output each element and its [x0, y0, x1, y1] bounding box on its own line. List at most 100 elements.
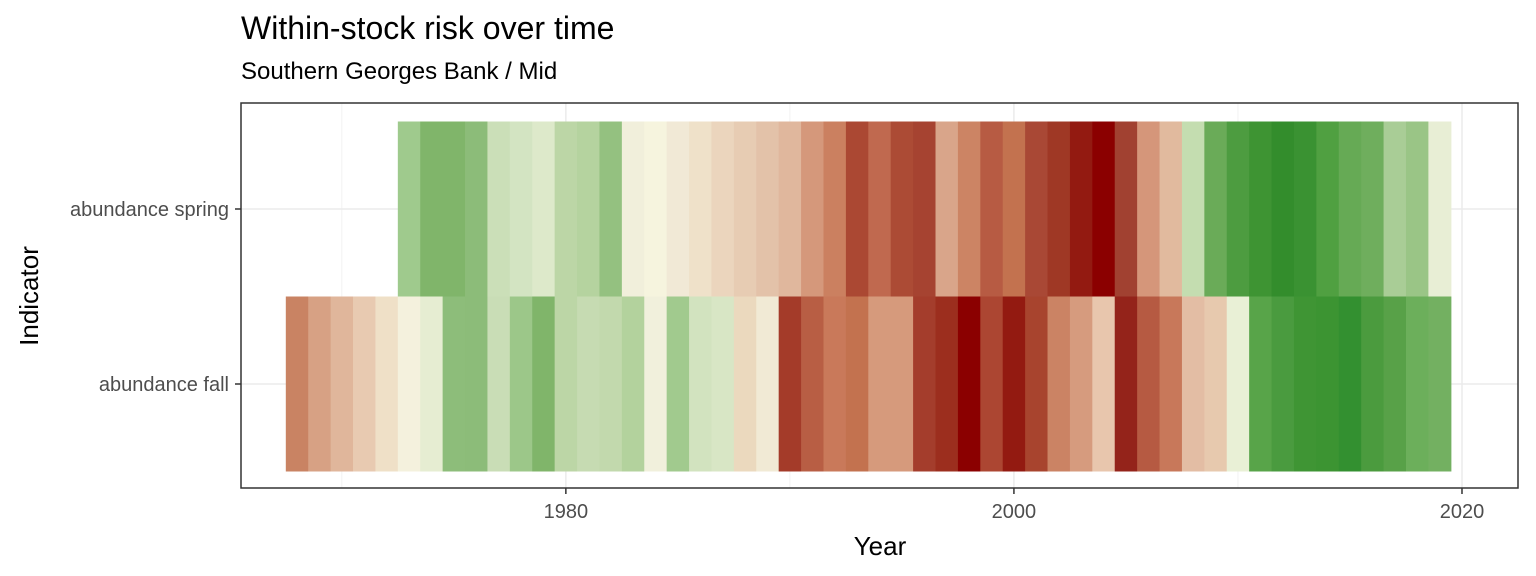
heatmap-cell: [733, 121, 757, 297]
heatmap-cell: [1405, 121, 1429, 297]
heatmap-cell: [980, 121, 1004, 297]
heatmap-cell: [1383, 121, 1407, 297]
y-tick-label: abundance spring: [70, 199, 229, 221]
heatmap-cell: [1271, 121, 1295, 297]
heatmap-cell: [845, 121, 869, 297]
y-axis-title: Indicator: [14, 246, 44, 346]
heatmap-cell: [935, 121, 959, 297]
heatmap-cell: [442, 121, 466, 297]
heatmap-cell: [689, 296, 713, 472]
heatmap-cell: [442, 296, 466, 472]
heatmap-cell: [801, 296, 825, 472]
chart-subtitle: Southern Georges Bank / Mid: [241, 58, 558, 85]
x-tick-label: 2000: [992, 501, 1037, 523]
heatmap-cell: [733, 296, 757, 472]
heatmap-cell: [644, 121, 668, 297]
heatmap-cell: [1181, 296, 1205, 472]
heatmap-cell: [1204, 296, 1228, 472]
heatmap-cell: [1249, 121, 1273, 297]
heatmap-cell: [532, 296, 556, 472]
heatmap-cell: [1137, 296, 1161, 472]
heatmap-cell: [1092, 121, 1116, 297]
heatmap-cell: [1383, 296, 1407, 472]
heatmap-cell: [1137, 121, 1161, 297]
heatmap-cell: [868, 296, 892, 472]
heatmap-cell: [420, 121, 444, 297]
heatmap-cell: [980, 296, 1004, 472]
heatmap-cell: [487, 121, 511, 297]
x-axis-title: Year: [854, 531, 907, 561]
heatmap-cell: [621, 121, 645, 297]
heatmap-cell: [1226, 296, 1250, 472]
heatmap-cell: [1405, 296, 1429, 472]
heatmap-cell: [554, 121, 578, 297]
heatmap-cell: [666, 296, 690, 472]
heatmap-cell: [397, 296, 421, 472]
heatmap-cell: [509, 121, 533, 297]
heatmap-cell: [621, 296, 645, 472]
heatmap-cell: [778, 121, 802, 297]
heatmap-cell: [599, 121, 623, 297]
heatmap-cell: [823, 296, 847, 472]
heatmap-cell: [890, 296, 914, 472]
heatmap-cell: [756, 296, 780, 472]
y-tick-label: abundance fall: [99, 374, 229, 396]
heatmap-cell: [1271, 296, 1295, 472]
x-tick-label: 2020: [1440, 501, 1485, 523]
heatmap-cell: [1428, 296, 1452, 472]
heatmap-cell: [1159, 121, 1183, 297]
heatmap-cell: [845, 296, 869, 472]
heatmap-cell: [599, 296, 623, 472]
heatmap-cell: [913, 121, 937, 297]
heatmap-cell: [1025, 121, 1049, 297]
heatmap-cell: [1092, 296, 1116, 472]
heatmap-cell: [957, 296, 981, 472]
heatmap-cell: [375, 296, 399, 472]
heatmap-cell: [756, 121, 780, 297]
heatmap-cell: [711, 296, 735, 472]
heatmap-cell: [1181, 121, 1205, 297]
heatmap-cell: [487, 296, 511, 472]
heatmap-cell: [1114, 121, 1138, 297]
heatmap-cell: [1428, 121, 1452, 297]
heatmap-cell: [1069, 121, 1093, 297]
heatmap-cell: [1249, 296, 1273, 472]
heatmap-cell: [1293, 121, 1317, 297]
heatmap-cell: [397, 121, 421, 297]
heatmap-cell: [890, 121, 914, 297]
heatmap-cell: [1114, 296, 1138, 472]
panel-border: [240, 102, 1519, 489]
heatmap-cell: [1047, 121, 1071, 297]
heatmap-cell: [935, 296, 959, 472]
heatmap-cell: [465, 296, 489, 472]
heatmap-cell: [957, 121, 981, 297]
heatmap-cell: [353, 296, 377, 472]
heatmap-cell: [1361, 296, 1385, 472]
axes: 1980 2000 2020 abundance fall abundance spri…: [70, 102, 1519, 523]
heatmap-cell: [330, 296, 354, 472]
heatmap-cell: [644, 296, 668, 472]
heatmap-cell: [1069, 296, 1093, 472]
heatmap-cell: [1226, 121, 1250, 297]
heatmap-cell: [1002, 296, 1026, 472]
heatmap-cell: [711, 121, 735, 297]
heatmap-cell: [1361, 121, 1385, 297]
heatmap-cell: [554, 296, 578, 472]
heatmap-cell: [913, 296, 937, 472]
heatmap-cell: [509, 296, 533, 472]
heatmap-cell: [577, 296, 601, 472]
heatmap-cell: [801, 121, 825, 297]
heatmap-cell: [308, 296, 332, 472]
heatmap-cells: [285, 121, 1452, 472]
heatmap-cell: [1338, 296, 1362, 472]
heatmap-cell: [1002, 121, 1026, 297]
x-tick-label: 1980: [544, 501, 589, 523]
heatmap-cell: [1293, 296, 1317, 472]
heatmap-cell: [1338, 121, 1362, 297]
heatmap-cell: [778, 296, 802, 472]
heatmap-cell: [666, 121, 690, 297]
heatmap-cell: [1316, 121, 1340, 297]
heatmap-cell: [465, 121, 489, 297]
heatmap-cell: [285, 296, 309, 472]
